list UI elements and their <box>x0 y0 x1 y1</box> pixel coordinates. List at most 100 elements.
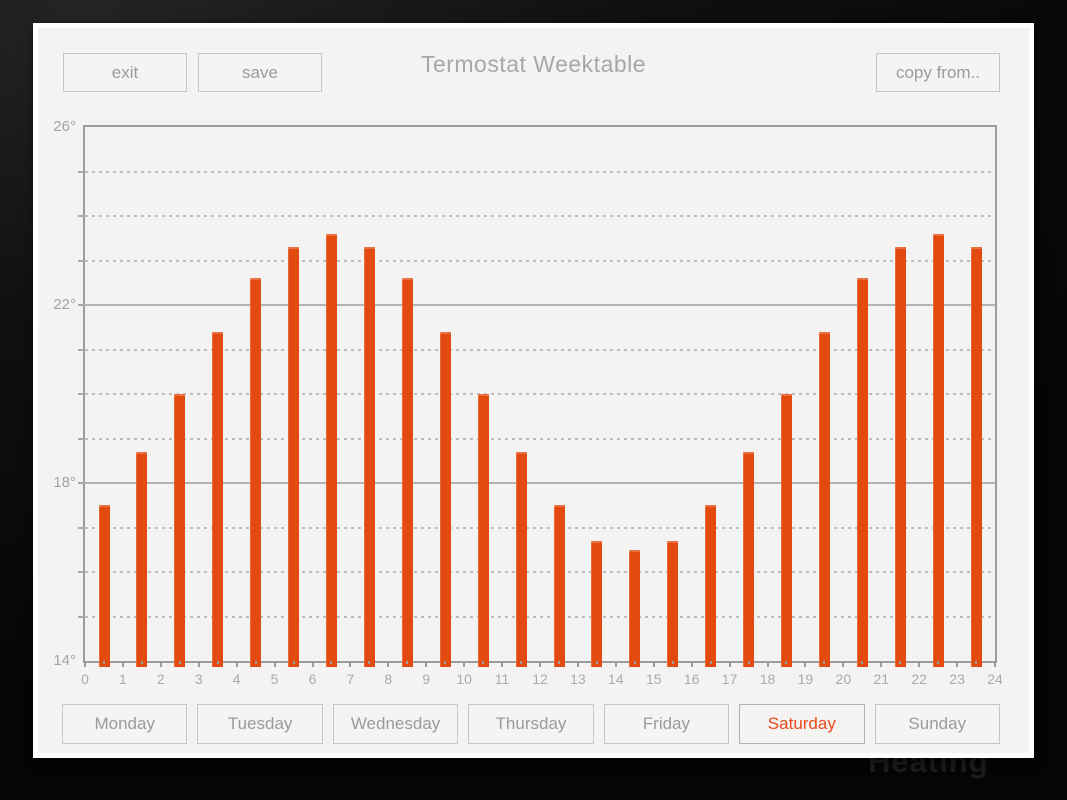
day-button-sunday[interactable]: Sunday <box>874 704 1000 744</box>
x-axis-label: 24 <box>987 671 1003 687</box>
y-axis-label: 14° <box>53 652 76 669</box>
x-axis-label: 15 <box>645 671 662 687</box>
hour-bar[interactable] <box>667 540 679 667</box>
x-axis-tick <box>159 661 162 667</box>
x-axis-tick <box>918 661 921 667</box>
y-axis-tick <box>78 393 85 395</box>
day-button-wednesday[interactable]: Wednesday <box>332 704 459 744</box>
x-axis-tick <box>690 661 693 667</box>
hour-bar[interactable] <box>553 505 565 667</box>
x-axis-label: 17 <box>721 671 738 687</box>
x-axis-label: 8 <box>384 671 393 687</box>
x-axis-minor-tick <box>937 661 940 664</box>
x-axis-minor-tick <box>178 661 181 664</box>
hour-bar[interactable] <box>174 394 186 667</box>
x-axis-minor-tick <box>557 661 560 664</box>
hour-bar[interactable] <box>856 278 868 667</box>
gridline-minor <box>85 170 995 173</box>
y-axis-tick <box>78 482 85 484</box>
hour-bar[interactable] <box>970 247 982 667</box>
x-axis-label: 23 <box>949 671 965 687</box>
gridline-minor <box>85 526 995 529</box>
hour-bar[interactable] <box>136 451 148 667</box>
gridline-minor <box>85 393 995 395</box>
x-axis-label: 11 <box>494 671 510 687</box>
hour-bar[interactable] <box>363 247 375 667</box>
gridline-minor <box>85 348 995 351</box>
hour-bar[interactable] <box>98 505 110 667</box>
x-axis-tick <box>425 661 428 667</box>
y-axis-tick <box>78 348 85 351</box>
hour-bar[interactable] <box>932 233 944 667</box>
x-axis-label: 19 <box>797 671 814 687</box>
hour-bar[interactable] <box>705 505 717 667</box>
hour-bar[interactable] <box>326 233 337 667</box>
gridline-minor <box>85 215 995 217</box>
x-axis-label: 18 <box>759 671 776 687</box>
hour-bar[interactable] <box>781 394 792 667</box>
x-axis-minor-tick <box>823 661 826 664</box>
x-axis-minor-tick <box>368 661 371 664</box>
hour-bar[interactable] <box>591 540 603 667</box>
x-axis-minor-tick <box>520 661 523 664</box>
x-axis-minor-tick <box>975 661 978 664</box>
y-axis-tick <box>78 170 85 173</box>
day-selector: Monday Tuesday Wednesday Thursday Friday Satu… <box>62 704 1000 744</box>
x-axis-minor-tick <box>709 661 712 664</box>
x-axis-label: 10 <box>456 671 472 687</box>
x-axis-label: 2 <box>156 671 165 687</box>
hour-bar[interactable] <box>743 451 754 667</box>
x-axis-label: 6 <box>308 671 317 687</box>
x-axis-minor-tick <box>747 661 750 664</box>
hour-bar[interactable] <box>401 278 413 667</box>
hour-bar[interactable] <box>477 394 489 667</box>
x-axis-label: 5 <box>270 671 279 687</box>
x-axis-label: 7 <box>346 671 355 687</box>
hour-bar[interactable] <box>818 331 830 667</box>
gridline-minor <box>85 615 995 618</box>
x-axis-label: 12 <box>532 671 548 687</box>
day-button-thursday[interactable]: Thursday <box>468 704 594 744</box>
x-axis-minor-tick <box>482 661 485 664</box>
weektable-chart: 26° 22° 18° 14° 0 1 2 3 4 5 6 7 8 9 10 11 12 13 14 15 16 17 18… <box>53 118 1002 687</box>
day-button-tuesday[interactable]: Tuesday <box>197 704 323 744</box>
hour-bar[interactable] <box>439 331 451 667</box>
y-axis-label: 22° <box>53 296 76 313</box>
y-axis-tick <box>78 615 85 618</box>
x-axis-label: 14 <box>608 671 624 687</box>
y-axis-tick <box>78 571 85 573</box>
x-axis-tick <box>84 661 86 667</box>
thermostat-weektable-panel: exit save Termostat Weektable copy from.… <box>33 23 1034 758</box>
x-axis-tick <box>539 661 541 667</box>
save-button[interactable]: save <box>198 53 322 92</box>
y-axis-tick <box>78 215 85 217</box>
hour-bar[interactable] <box>288 247 299 667</box>
hour-bar[interactable] <box>629 549 641 667</box>
x-axis-tick <box>652 661 655 667</box>
x-axis-minor-tick <box>899 661 902 664</box>
x-axis-label: 16 <box>683 671 700 687</box>
x-axis-tick <box>197 661 200 667</box>
gridline-major <box>85 304 995 306</box>
hour-bar[interactable] <box>894 247 906 667</box>
copy-from-button[interactable]: copy from.. <box>876 53 1000 92</box>
gridline-minor <box>85 571 995 573</box>
x-axis-tick <box>842 661 845 667</box>
x-axis-tick <box>614 661 617 667</box>
x-axis-tick <box>501 661 504 667</box>
x-axis-tick <box>121 661 124 667</box>
hour-bar[interactable] <box>515 451 527 667</box>
hour-bar[interactable] <box>250 278 262 667</box>
y-axis-tick <box>78 259 85 262</box>
day-button-friday[interactable]: Friday <box>603 704 730 744</box>
gridline-major <box>85 482 995 484</box>
hour-bar[interactable] <box>212 331 224 667</box>
x-axis-tick <box>804 661 807 667</box>
x-axis-minor-tick <box>216 661 219 664</box>
day-button-saturday[interactable]: Saturday <box>739 704 865 744</box>
x-axis-label: 20 <box>835 671 852 687</box>
day-button-monday[interactable]: Monday <box>62 704 188 744</box>
exit-button[interactable]: exit <box>63 53 187 92</box>
x-axis-minor-tick <box>595 661 598 664</box>
